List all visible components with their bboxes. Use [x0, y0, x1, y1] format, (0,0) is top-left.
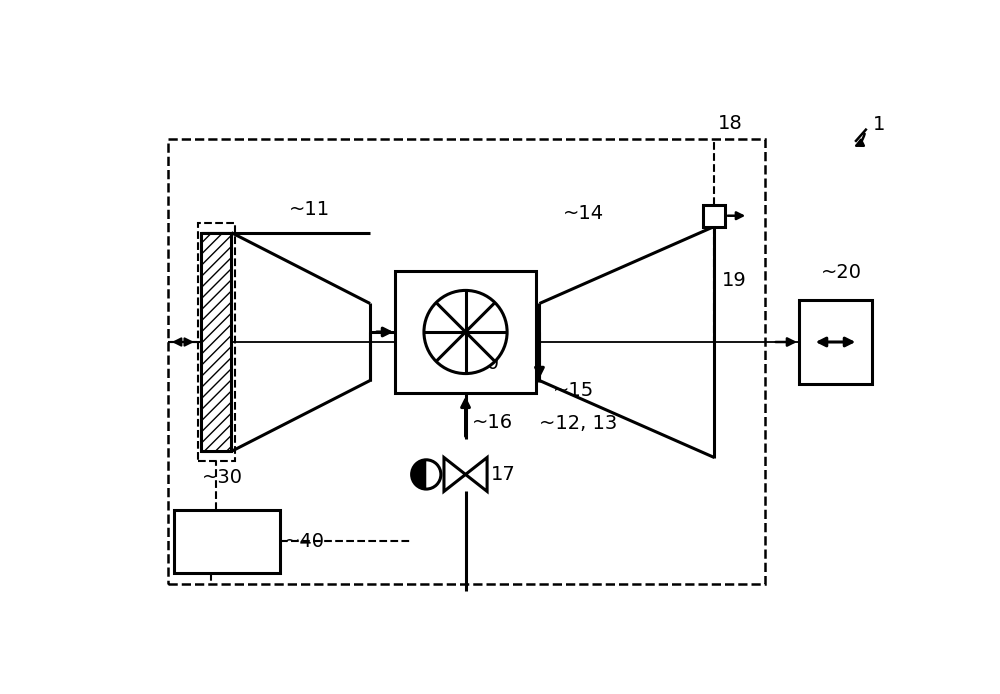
Circle shape — [412, 460, 441, 489]
Bar — [168, 139, 765, 584]
Wedge shape — [412, 460, 426, 489]
Bar — [198, 223, 235, 461]
Text: 18: 18 — [718, 114, 743, 133]
Text: ~30: ~30 — [201, 468, 242, 487]
Circle shape — [424, 290, 507, 373]
Text: ~12, 13: ~12, 13 — [539, 414, 618, 433]
Bar — [703, 205, 725, 226]
Text: ~20: ~20 — [821, 263, 862, 282]
Text: ~10: ~10 — [459, 354, 500, 373]
Text: ~15: ~15 — [553, 381, 594, 400]
Text: ~11: ~11 — [289, 200, 330, 219]
Text: 17: 17 — [491, 465, 516, 484]
Text: 1: 1 — [873, 115, 885, 135]
FancyArrowPatch shape — [856, 134, 865, 146]
Polygon shape — [444, 457, 466, 491]
Text: 19: 19 — [722, 271, 747, 290]
Bar — [395, 271, 536, 393]
Bar — [201, 232, 231, 451]
Text: ~16: ~16 — [472, 412, 513, 432]
Text: ~40: ~40 — [284, 532, 325, 551]
Bar — [799, 300, 872, 384]
Bar — [174, 510, 280, 573]
Text: ~14: ~14 — [563, 204, 604, 223]
Polygon shape — [466, 457, 487, 491]
